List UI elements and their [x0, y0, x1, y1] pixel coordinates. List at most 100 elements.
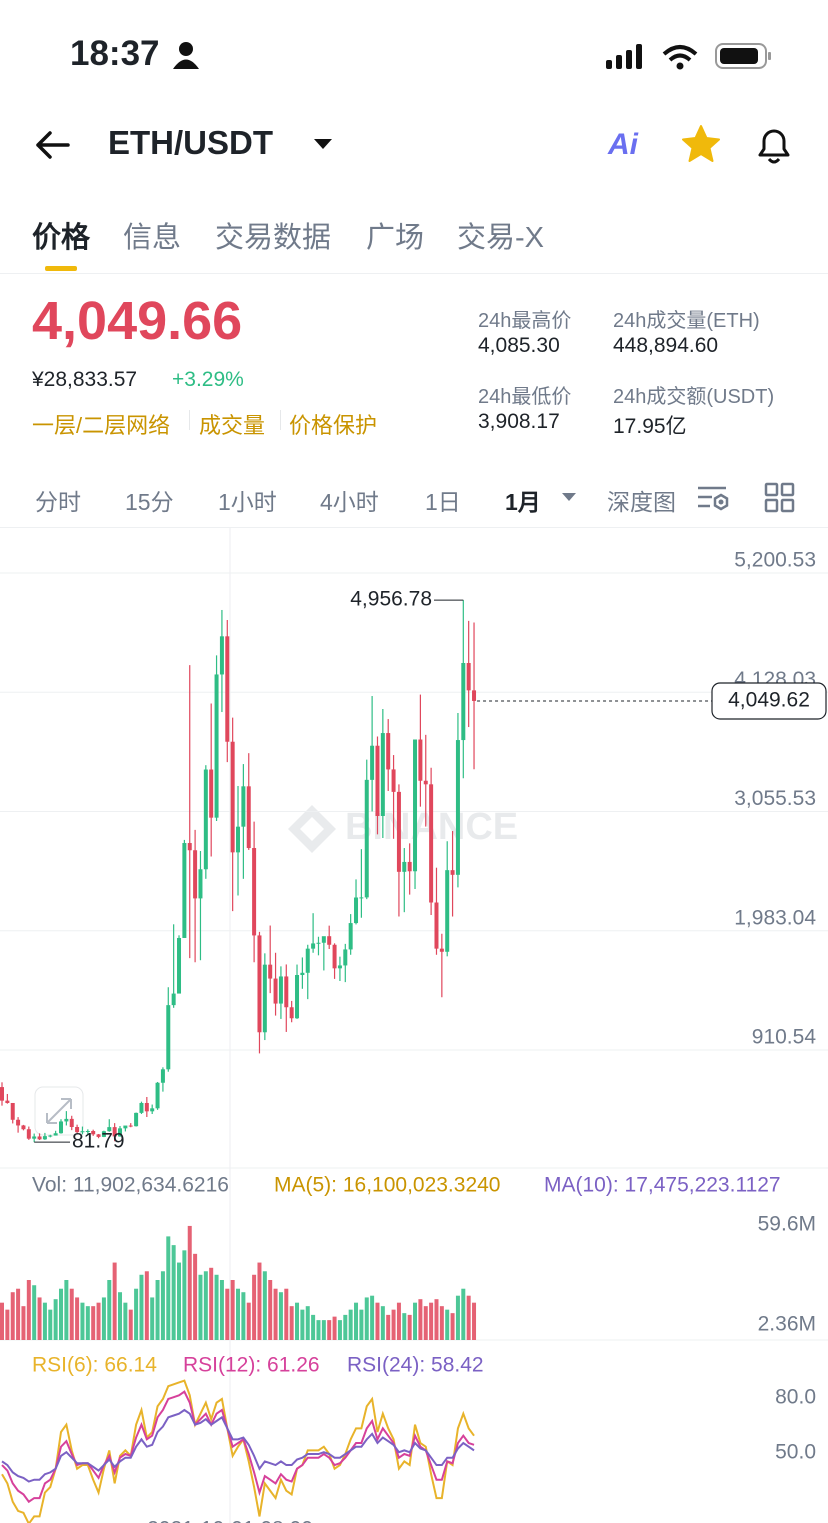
candle-body — [348, 923, 353, 950]
tab[interactable]: 交易-X — [457, 222, 545, 254]
y-tick-label: 2.36M — [758, 1312, 816, 1335]
tag[interactable]: 成交量 — [199, 413, 266, 438]
volume-bar — [284, 1288, 289, 1340]
interval-dropdown[interactable] — [561, 492, 577, 502]
candle-body — [332, 944, 337, 969]
interval[interactable]: 深度图 — [607, 489, 676, 515]
volume-bar — [311, 1314, 316, 1340]
candle-body — [284, 976, 289, 1008]
candle-body — [16, 1119, 21, 1126]
tab[interactable]: 交易数据 — [215, 222, 332, 254]
candle-body — [171, 993, 176, 1006]
candle-body — [278, 976, 283, 1004]
divider — [0, 527, 828, 528]
volume-bar — [343, 1314, 348, 1340]
volume-bar — [150, 1297, 155, 1340]
stat-value: 17.95亿 — [613, 415, 687, 438]
candle-body — [182, 843, 187, 938]
candle-body — [380, 733, 385, 817]
volume-bar — [48, 1309, 53, 1340]
candle-body — [5, 1100, 10, 1103]
watermark — [288, 805, 336, 853]
ai-button[interactable]: Ai — [608, 128, 638, 161]
candle-body — [439, 948, 444, 952]
candle-body — [252, 848, 257, 936]
volume-bar — [203, 1271, 208, 1340]
interval[interactable]: 15分 — [125, 489, 174, 515]
candle-body — [139, 1102, 144, 1113]
interval[interactable]: 分时 — [35, 489, 81, 515]
candle-body — [236, 826, 241, 853]
volume-bar — [305, 1306, 310, 1340]
candle-body — [354, 897, 359, 924]
volume-bar — [327, 1320, 332, 1340]
volume-bar — [455, 1295, 460, 1340]
y-tick-label: 1,983.04 — [734, 906, 816, 929]
volume-bar — [434, 1299, 439, 1340]
candle-body — [10, 1102, 15, 1120]
candle-body — [69, 1118, 74, 1128]
volume-bar — [21, 1306, 26, 1340]
volume-bar — [214, 1274, 219, 1340]
volume-bar — [386, 1314, 391, 1340]
candle-body — [370, 745, 375, 780]
volume-bar — [193, 1253, 198, 1340]
candle-body — [155, 1082, 160, 1109]
tab-indicator — [45, 266, 77, 271]
back-button[interactable] — [34, 128, 74, 162]
candle-body — [273, 978, 278, 1004]
candle-body — [391, 769, 396, 792]
candle-body — [402, 861, 407, 872]
interval[interactable]: 1日 — [425, 489, 461, 515]
candle-body — [101, 1131, 106, 1137]
interval[interactable]: 4小时 — [320, 489, 379, 515]
rsi-line — [1, 1408, 475, 1483]
volume-bar — [257, 1262, 262, 1340]
legend-entry: RSI(6): 66.14 — [32, 1354, 157, 1377]
candle-body — [37, 1136, 42, 1140]
favorite-star[interactable] — [680, 124, 722, 164]
candle-body — [96, 1134, 101, 1137]
candle-body — [209, 769, 214, 818]
candle-body — [160, 1069, 165, 1083]
indicator-settings[interactable] — [696, 482, 732, 514]
candle-body — [214, 674, 219, 818]
candle-body — [75, 1127, 80, 1133]
candle-body — [262, 964, 267, 1033]
candle-body — [343, 949, 348, 966]
candle-body — [268, 964, 273, 979]
y-tick-label: 910.54 — [752, 1026, 817, 1049]
volume-bar — [418, 1299, 423, 1340]
pair-title[interactable]: ETH/USDT — [108, 124, 273, 161]
volume-bar — [0, 1302, 4, 1340]
tab[interactable]: 信息 — [123, 222, 182, 254]
volume-bar — [42, 1302, 47, 1340]
candle-body — [166, 1005, 171, 1070]
rsi-line — [1, 1379, 475, 1523]
volume-bar — [241, 1292, 246, 1340]
layout-toggle[interactable] — [764, 482, 796, 514]
candle-body — [386, 733, 391, 770]
tab[interactable]: 价格 — [32, 222, 91, 254]
volume-bar — [321, 1320, 326, 1340]
interval[interactable]: 1月 — [505, 489, 541, 515]
tab[interactable]: 广场 — [366, 222, 425, 254]
tag[interactable]: 价格保护 — [289, 413, 378, 438]
volume-bar — [166, 1236, 171, 1340]
candle-body — [407, 861, 412, 872]
volume-bar — [396, 1302, 401, 1340]
candle-body — [321, 936, 326, 943]
volume-legend: MA(10): 17,475,223.1127 — [544, 1174, 781, 1197]
candle-body — [107, 1127, 112, 1132]
tag[interactable]: 一层/二层网络 — [32, 413, 171, 438]
volume-legend: Vol: 11,902,634.6216 — [32, 1174, 229, 1197]
candle-body — [187, 843, 192, 851]
volume-bar — [316, 1320, 321, 1340]
candle-body — [305, 948, 310, 973]
volume-bar — [252, 1274, 257, 1340]
interval[interactable]: 1小时 — [218, 489, 277, 515]
stat-value: 3,908.17 — [478, 410, 560, 433]
bell-icon[interactable] — [754, 124, 794, 166]
pair-dropdown[interactable] — [312, 137, 334, 151]
